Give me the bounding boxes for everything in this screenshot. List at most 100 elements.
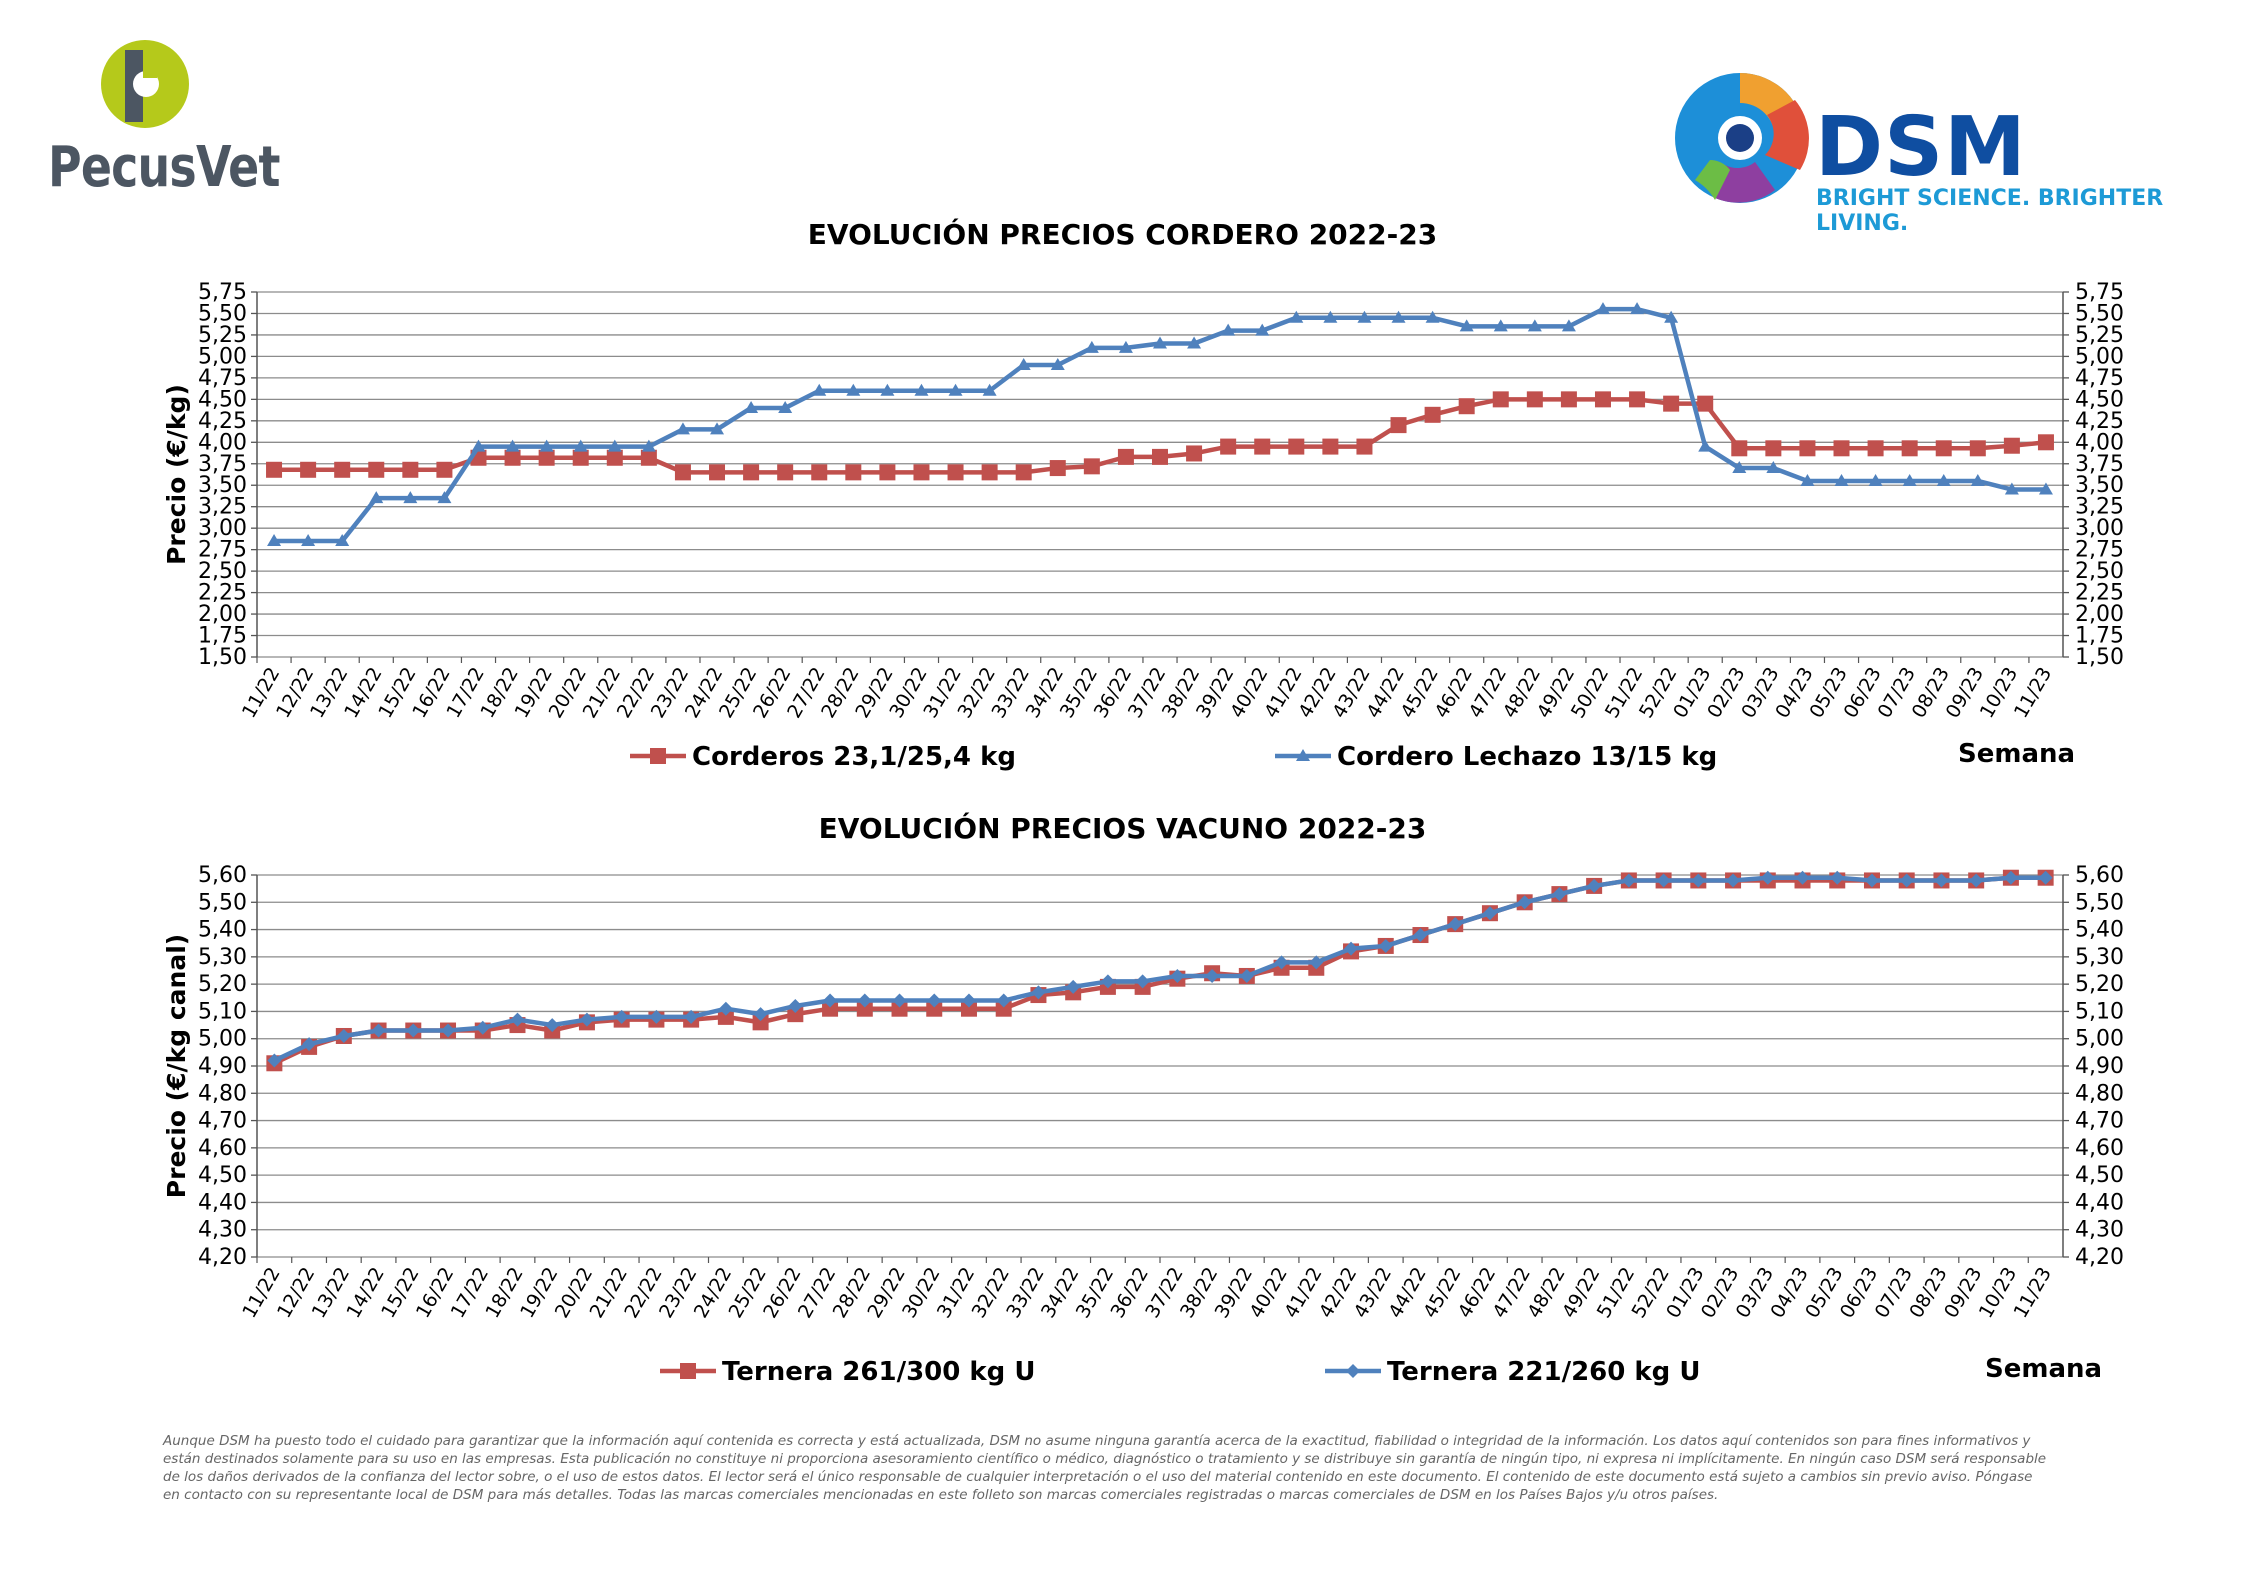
data-point — [1448, 917, 1463, 932]
data-point — [879, 464, 896, 481]
data-point — [1902, 473, 1917, 486]
data-point — [684, 1009, 699, 1024]
legend-marker — [650, 748, 666, 764]
y-tick-right: 5,20 — [2075, 972, 2124, 997]
data-point — [1309, 955, 1324, 970]
legend-label: Corderos 23,1/25,4 kg — [692, 742, 1016, 772]
data-point — [649, 1009, 664, 1024]
data-point — [845, 464, 862, 481]
data-point — [2038, 482, 2053, 495]
data-point — [2037, 434, 2054, 451]
y-tick-left: 4,40 — [198, 1190, 247, 1215]
y-tick-left: 1,50 — [198, 645, 247, 670]
data-point — [960, 1000, 977, 1017]
data-point — [1760, 870, 1775, 885]
data-point — [1560, 391, 1577, 408]
data-point — [823, 993, 838, 1008]
data-point — [437, 491, 452, 504]
y-tick-right: 3,00 — [2075, 516, 2124, 541]
data-point — [579, 1012, 594, 1027]
data-point — [1220, 438, 1237, 455]
pecusvet-logo-mark — [101, 40, 189, 128]
data-point — [1587, 878, 1602, 893]
data-point — [606, 449, 623, 466]
data-point — [995, 1000, 1012, 1017]
data-point — [1344, 941, 1359, 956]
y-tick-right: 4,50 — [2075, 387, 2124, 412]
data-point — [266, 461, 283, 478]
series-2 — [267, 870, 2053, 1068]
y-tick-right: 5,10 — [2075, 999, 2124, 1024]
data-point — [1049, 460, 1066, 477]
data-point — [1594, 391, 1611, 408]
data-point — [539, 439, 554, 452]
data-point — [1391, 310, 1406, 323]
data-point — [267, 534, 282, 547]
data-point — [607, 439, 622, 452]
y-tick-left: 4,75 — [198, 366, 247, 391]
data-point — [334, 461, 351, 478]
data-point — [1458, 398, 1475, 415]
data-point — [302, 1037, 317, 1052]
data-point — [1621, 873, 1636, 888]
data-point — [1969, 873, 1984, 888]
y-tick-right: 4,75 — [2075, 366, 2124, 391]
data-point — [475, 1020, 490, 1035]
data-point — [471, 439, 486, 452]
gridlines — [257, 874, 2063, 1258]
data-point — [1492, 391, 1509, 408]
y-tick-left: 4,25 — [198, 409, 247, 434]
y-tick-right: 4,25 — [2075, 409, 2124, 434]
data-point — [1356, 438, 1373, 455]
y-tick-left: 4,20 — [198, 1245, 247, 1270]
data-point — [1322, 438, 1339, 455]
data-point — [846, 383, 861, 396]
y-tick-left: 4,50 — [198, 387, 247, 412]
data-point — [1630, 302, 1645, 315]
data-point — [753, 1007, 768, 1022]
data-point — [927, 993, 942, 1008]
y-tick-right: 3,50 — [2075, 473, 2124, 498]
data-point — [2004, 482, 2019, 495]
data-point — [892, 993, 907, 1008]
data-point — [1834, 473, 1849, 486]
data-point — [1731, 440, 1748, 457]
data-point — [1493, 319, 1508, 332]
legend-entry-1: Corderos 23,1/25,4 kg — [630, 742, 1016, 772]
data-point — [778, 400, 793, 413]
series-2 — [267, 302, 2053, 547]
legend-entry-2: Cordero Lechazo 13/15 kg — [1275, 742, 1717, 772]
x-axis-label: Semana — [1985, 1354, 2102, 1384]
y-tick-right: 5,30 — [2075, 945, 2124, 970]
data-point — [1425, 310, 1440, 323]
y-tick-right: 2,00 — [2075, 602, 2124, 627]
data-point — [914, 383, 929, 396]
chart-title-vacuno: EVOLUCIÓN PRECIOS VACUNO 2022-23 — [818, 812, 1427, 845]
data-point — [1867, 440, 1884, 457]
data-point — [1795, 870, 1810, 885]
chart-cordero: 1,50 1,501,75 1,752,00 2,002,25 2,252,50 2,50… — [162, 280, 2124, 772]
data-point — [718, 1001, 733, 1016]
y-tick-left: 5,50 — [198, 890, 247, 915]
data-point — [1830, 870, 1845, 885]
data-point — [744, 400, 759, 413]
data-point — [441, 1023, 456, 1038]
data-point — [1424, 406, 1441, 423]
data-point — [1656, 873, 1671, 888]
chart-vacuno: 4,20 4,204,30 4,304,40 4,404,50 4,504,60 4,60… — [162, 863, 2124, 1387]
legend-label: Ternera 261/300 kg U — [722, 1357, 1035, 1387]
data-point — [891, 1000, 908, 1017]
data-point — [1663, 395, 1680, 412]
data-point — [1205, 968, 1220, 983]
data-point — [1135, 974, 1150, 989]
disclaimer-text: Aunque DSM ha puesto todo el cuidado par… — [163, 1433, 2047, 1503]
data-point — [1289, 310, 1304, 323]
y-tick-right: 1,50 — [2075, 645, 2124, 670]
data-point — [1274, 955, 1289, 970]
data-point — [1152, 448, 1168, 465]
legend-entry-2: Ternera 221/260 kg U — [1325, 1357, 1700, 1387]
y-tick-left: 3,00 — [198, 516, 247, 541]
data-point — [947, 464, 964, 481]
data-point — [1934, 873, 1949, 888]
y-tick-right: 4,30 — [2075, 1218, 2124, 1243]
